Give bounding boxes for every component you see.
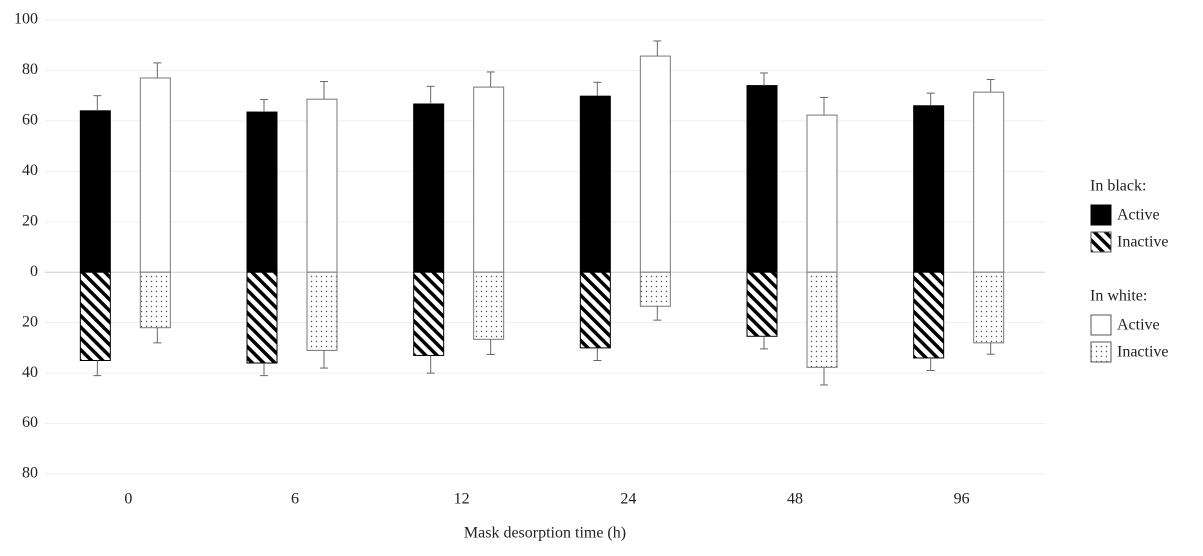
bar — [413, 103, 445, 273]
bar — [246, 111, 278, 273]
x-tick-label: 48 — [787, 491, 803, 508]
x-tick-label: 12 — [454, 491, 470, 508]
legend-label: Active — [1117, 317, 1160, 334]
bar — [913, 271, 945, 359]
bar — [806, 271, 838, 368]
bar — [806, 114, 838, 273]
bar — [473, 86, 505, 273]
bar — [139, 77, 171, 273]
bar — [746, 271, 778, 337]
y-tick-label: 60 — [22, 414, 38, 431]
x-tick-label: 24 — [620, 491, 636, 508]
y-tick-label: 80 — [22, 61, 38, 78]
legend-label: Inactive — [1117, 344, 1169, 361]
bar — [639, 55, 671, 273]
bar — [639, 271, 671, 307]
legend-group-title: In white: — [1090, 288, 1147, 305]
legend-group-title: In black: — [1090, 178, 1146, 195]
y-tick-label: 40 — [22, 364, 38, 381]
y-tick-label: 80 — [22, 465, 38, 482]
bar — [246, 271, 278, 364]
bar — [473, 271, 505, 340]
x-tick-label: 0 — [124, 491, 132, 508]
legend-swatch — [1090, 204, 1112, 226]
bar — [306, 271, 338, 351]
bar — [579, 95, 611, 273]
bar — [413, 271, 445, 356]
bar — [913, 105, 945, 273]
x-tick-label: 6 — [291, 491, 299, 508]
bar — [139, 271, 171, 329]
legend-swatch — [1090, 314, 1112, 336]
bar — [973, 271, 1005, 344]
y-tick-label: 100 — [14, 11, 38, 28]
x-tick-label: 96 — [954, 491, 970, 508]
y-tick-label: 20 — [22, 212, 38, 229]
bar — [306, 98, 338, 273]
bar — [579, 271, 611, 349]
legend-swatch — [1090, 341, 1112, 363]
y-tick-label: 60 — [22, 112, 38, 129]
bar — [79, 110, 111, 273]
y-tick-label: 0 — [30, 263, 38, 280]
bar — [973, 91, 1005, 273]
y-tick-label: 20 — [22, 313, 38, 330]
legend-label: Inactive — [1117, 234, 1169, 251]
x-axis-title: Mask desorption time (h) — [464, 525, 626, 542]
bar — [746, 85, 778, 273]
bar — [79, 271, 111, 362]
y-tick-label: 40 — [22, 162, 38, 179]
legend-swatch — [1090, 231, 1112, 253]
legend-label: Active — [1117, 207, 1160, 224]
